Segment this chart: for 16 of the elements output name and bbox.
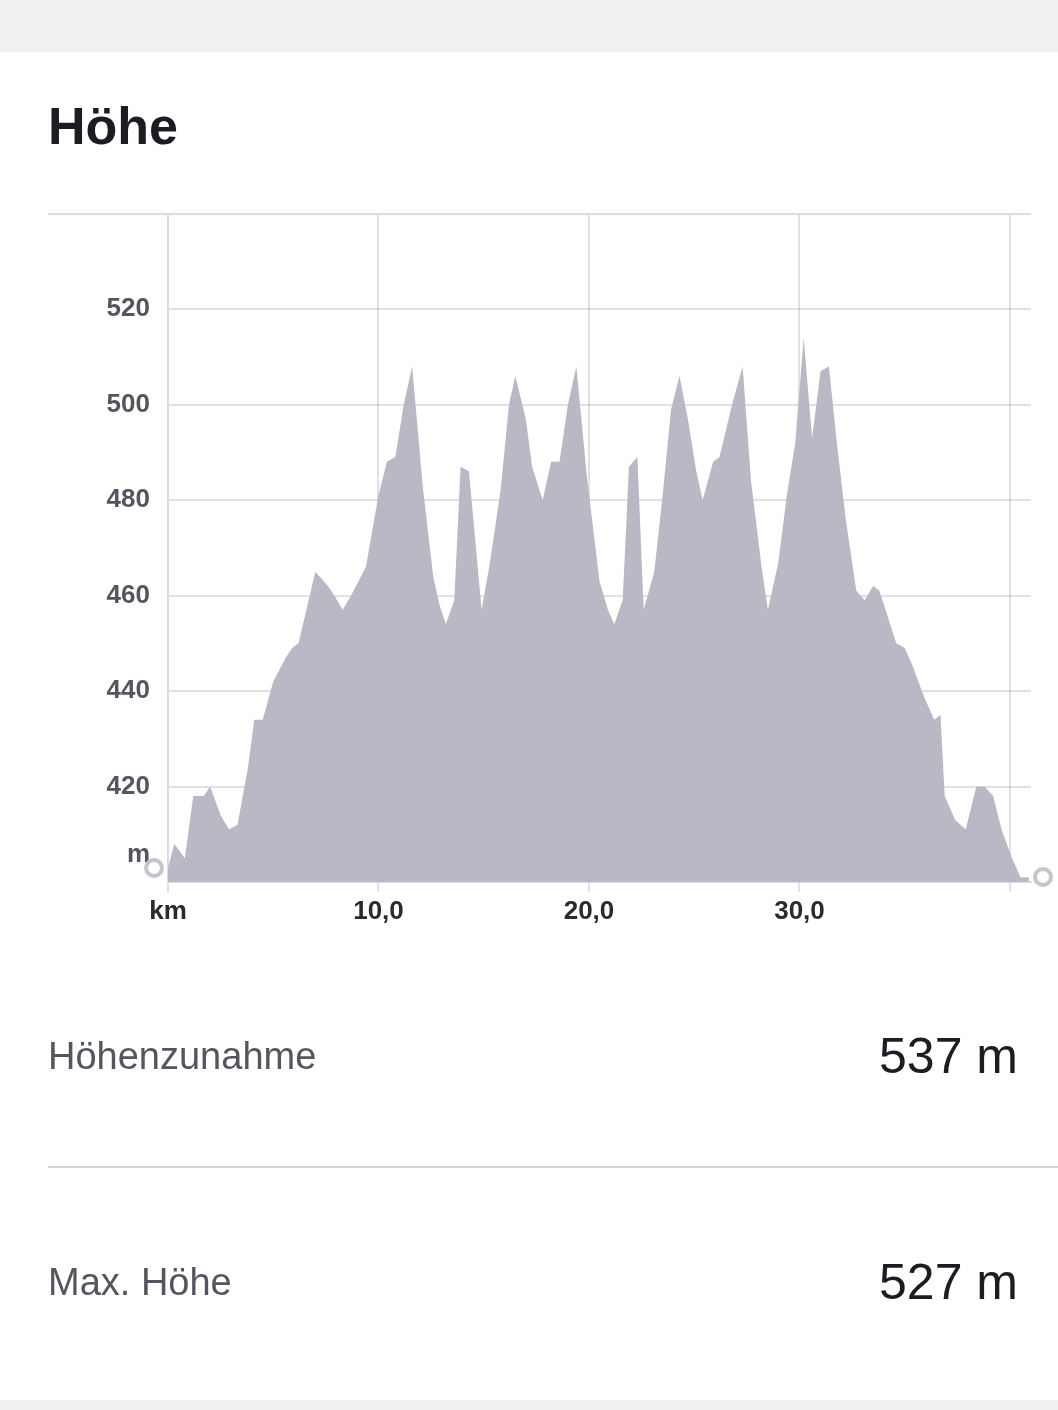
chart-title: Höhe	[48, 96, 178, 156]
text: Höhenzunahme	[48, 1034, 317, 1078]
y-tick-label: 500	[106, 387, 150, 418]
x-tick-label: 20,0	[563, 894, 615, 925]
y-tick-label: 520	[106, 292, 150, 323]
y-tick-label: 420	[106, 769, 150, 800]
y-tick-label: 480	[106, 483, 150, 514]
text: 537 m	[879, 1027, 1018, 1085]
x-tick-label: 10,0	[353, 894, 404, 925]
y-axis-title: m	[126, 838, 150, 869]
text: 527 m	[879, 1253, 1018, 1311]
y-tick-label: 460	[106, 578, 150, 609]
y-tick-label: 440	[106, 674, 150, 705]
x-tick-label: km	[149, 894, 187, 925]
x-tick-label: 30,0	[774, 894, 825, 925]
text: Max. Höhe	[48, 1260, 232, 1304]
